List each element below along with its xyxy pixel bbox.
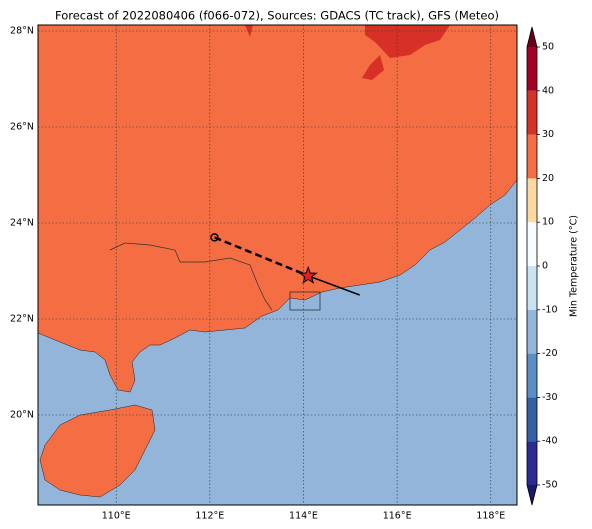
colorbar-tick-label: -40 [542, 436, 558, 447]
colorbar-label: Min Temperature (°C) [569, 215, 580, 317]
map-title: Forecast of 2022080406 (f066-072), Sourc… [55, 9, 499, 23]
colorbar-band [527, 47, 537, 91]
x-tick-label: 118°E [476, 511, 505, 522]
colorbar-tick-label: -50 [542, 480, 558, 491]
colorbar-band [527, 178, 537, 223]
x-tick-label: 114°E [289, 511, 318, 522]
colorbar-band [527, 441, 537, 485]
map-frame [37, 24, 518, 506]
colorbar-tick-label: 30 [542, 129, 554, 140]
track [210, 233, 360, 296]
y-tick-label: 20°N [10, 410, 34, 421]
y-tick-label: 22°N [10, 314, 34, 325]
hong-kong-box [289, 291, 321, 311]
colorbar-tick-label: -10 [542, 304, 558, 315]
colorbar-tick-label: 0 [542, 261, 548, 272]
grid [38, 25, 517, 505]
x-tick-label: 116°E [383, 511, 412, 522]
colorbar-tick-label: 50 [542, 42, 554, 53]
y-tick-label: 28°N [10, 26, 34, 37]
colorbar-tick-label: -30 [542, 392, 558, 403]
colorbar-extend-low [527, 485, 537, 505]
map-area [38, 25, 517, 505]
colorbar-band [527, 397, 537, 442]
colorbar-tick-label: -20 [542, 348, 558, 359]
colorbar-tick-label: 10 [542, 217, 554, 228]
colorbar-band [527, 134, 537, 179]
track-past [214, 236, 309, 277]
colorbar-band [527, 266, 537, 310]
colorbar-band [527, 353, 537, 398]
hot-patch [365, 25, 450, 58]
storm-position [298, 265, 318, 284]
colorbar-band [527, 222, 537, 266]
colorbar-extend-high [527, 27, 537, 47]
x-tick-label: 110°E [102, 511, 131, 522]
colorbar-tick-label: 20 [542, 173, 554, 184]
track-forecast [307, 275, 360, 296]
colorbar-band [527, 309, 537, 354]
y-tick-label: 24°N [10, 218, 34, 229]
province-border [109, 242, 273, 311]
track-start [210, 233, 219, 242]
colorbar-band [527, 90, 537, 135]
colorbar-tick-label: 40 [542, 85, 554, 96]
hot-patch [362, 55, 384, 80]
x-tick-label: 112°E [195, 511, 224, 522]
hainan-island [39, 404, 156, 498]
y-tick-label: 26°N [10, 122, 34, 133]
